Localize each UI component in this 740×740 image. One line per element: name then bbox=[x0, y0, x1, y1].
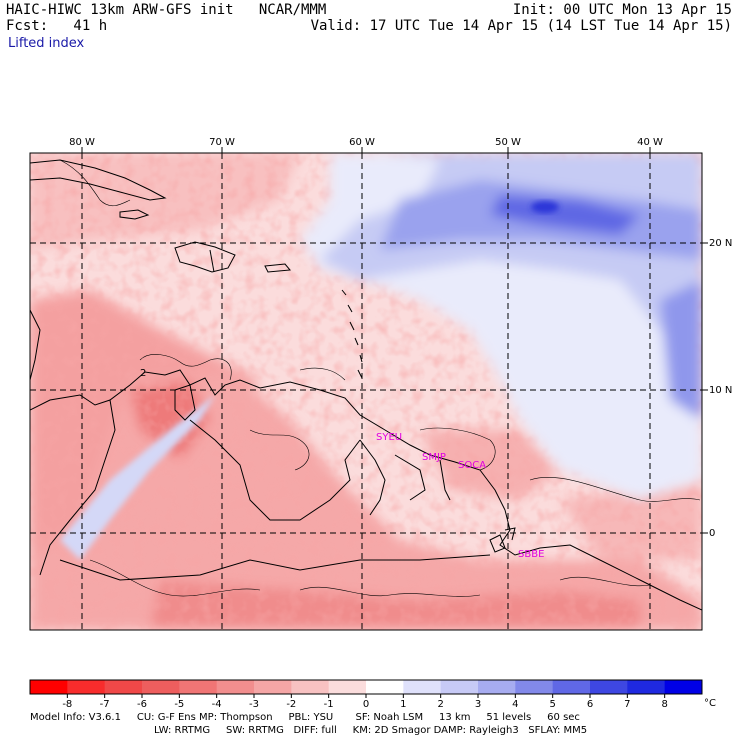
colorbar-swatch bbox=[216, 680, 255, 694]
contour-label: 2 bbox=[140, 368, 146, 379]
model-title: HAIC-HIWC 13km ARW-GFS init NCAR/MMM bbox=[6, 2, 327, 18]
colorbar-swatch bbox=[627, 680, 666, 694]
colorbar-tick-label: -8 bbox=[62, 699, 72, 710]
lat-label-equator: 0 bbox=[709, 528, 715, 539]
colorbar-tick-label: 3 bbox=[475, 699, 481, 710]
lon-label-60w: 60 W bbox=[349, 137, 375, 148]
colorbar-tick-label: 4 bbox=[512, 699, 518, 710]
colorbar-tick-label: 7 bbox=[624, 699, 630, 710]
colorbar-tick-label: 1 bbox=[400, 699, 406, 710]
lon-label-70w: 70 W bbox=[209, 137, 235, 148]
footer-line-1: Model Info: V3.6.1 CU: G-F Ens MP: Thomp… bbox=[30, 712, 580, 723]
valid-time: Valid: 17 UTC Tue 14 Apr 15 (14 LST Tue … bbox=[310, 18, 732, 34]
colorbar-swatch bbox=[552, 680, 591, 694]
colorbar-tick-label: 6 bbox=[587, 699, 593, 710]
colorbar-tick-label: 5 bbox=[549, 699, 555, 710]
lifted-index-field bbox=[30, 153, 702, 630]
map-frame bbox=[29, 152, 703, 631]
init-time: Init: 00 UTC Mon 13 Apr 15 bbox=[512, 2, 732, 18]
colorbar-tick-label: -6 bbox=[137, 699, 147, 710]
field-name: Lifted index bbox=[8, 36, 85, 51]
colorbar-swatch bbox=[328, 680, 367, 694]
colorbar-swatch bbox=[515, 680, 554, 694]
station-soca: SOCA bbox=[458, 460, 486, 471]
colorbar-swatch bbox=[291, 680, 330, 694]
colorbar-swatch bbox=[590, 680, 628, 694]
colorbar-swatch bbox=[478, 680, 516, 694]
contours bbox=[59, 159, 701, 597]
colorbar-tick-label: -3 bbox=[249, 699, 259, 710]
footer-line-2: LW: RRTMG SW: RRTMG DIFF: full KM: 2D Sm… bbox=[154, 725, 588, 736]
colorbar-swatch bbox=[30, 680, 68, 694]
colorbar-swatch bbox=[403, 680, 442, 694]
colorbar-swatch bbox=[67, 680, 106, 694]
forecast-hour: Fcst: 41 h bbox=[6, 18, 108, 34]
lon-label-40w: 40 W bbox=[637, 137, 663, 148]
colorbar-tick-label: -7 bbox=[100, 699, 110, 710]
lat-label-20n: 20 N bbox=[709, 238, 732, 249]
lon-label-80w: 80 W bbox=[69, 137, 95, 148]
station-syeu: SYEU bbox=[376, 432, 402, 443]
lon-label-50w: 50 W bbox=[495, 137, 521, 148]
colorbar bbox=[29, 679, 703, 695]
colorbar-tick-label: -1 bbox=[324, 699, 334, 710]
station-smjp: SMJP bbox=[422, 452, 446, 463]
colorbar-tick-label: -5 bbox=[174, 699, 184, 710]
lat-lon-grid bbox=[30, 153, 702, 630]
colorbar-swatch bbox=[142, 680, 180, 694]
colorbar-unit: °C bbox=[704, 698, 716, 709]
lat-label-10n: 10 N bbox=[709, 385, 732, 396]
colorbar-tick-label: 2 bbox=[437, 699, 443, 710]
colorbar-swatch bbox=[366, 680, 404, 694]
colorbar-ticks: -8 -7 -6 -5 -4 -3 -2 -1 0 1 2 3 4 5 6 7 8 °C bbox=[62, 694, 716, 710]
colorbar-swatch bbox=[254, 680, 292, 694]
colorbar-swatch bbox=[179, 680, 218, 694]
coastlines bbox=[30, 159, 702, 611]
colorbar-tick-label: -4 bbox=[212, 699, 222, 710]
station-sbbe: SBBE bbox=[518, 549, 544, 560]
colorbar-swatch bbox=[664, 680, 703, 694]
colorbar-tick-label: -2 bbox=[286, 699, 296, 710]
colorbar-tick-label: 8 bbox=[661, 699, 667, 710]
colorbar-swatch bbox=[104, 680, 143, 694]
colorbar-tick-label: 0 bbox=[363, 699, 369, 710]
colorbar-swatch bbox=[440, 680, 479, 694]
